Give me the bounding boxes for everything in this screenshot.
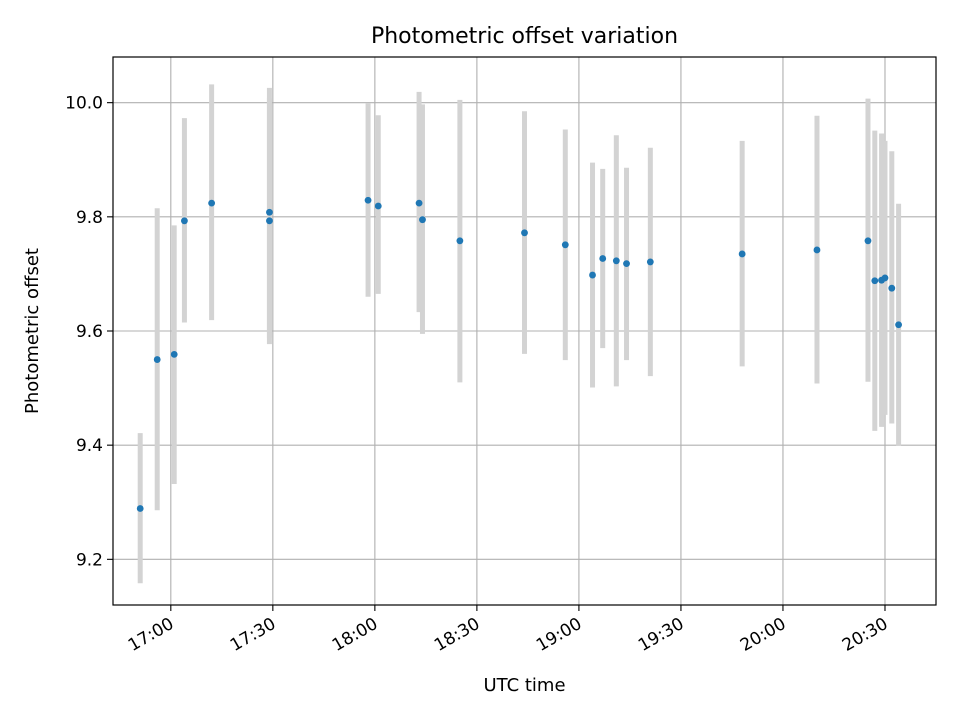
data-point — [738, 250, 746, 258]
y-tick-label: 9.2 — [76, 550, 103, 570]
data-point — [888, 284, 896, 292]
y-axis-ticks: 9.2 9.4 9.6 9.8 10.0 — [65, 94, 113, 570]
data-point — [864, 237, 872, 245]
data-point — [136, 505, 144, 512]
chart-title: Photometric offset variation — [371, 24, 678, 49]
y-tick-label: 9.8 — [76, 208, 103, 228]
data-point — [456, 237, 464, 245]
data-point — [208, 199, 216, 207]
y-tick-label: 9.6 — [76, 322, 103, 342]
data-point — [881, 274, 889, 282]
data-point — [813, 246, 821, 254]
data-point — [266, 217, 273, 225]
data-point — [871, 277, 879, 285]
data-point — [181, 217, 188, 225]
data-point — [561, 241, 569, 249]
data-point — [419, 216, 426, 224]
data-point — [895, 321, 902, 329]
data-point — [374, 202, 382, 210]
data-point — [623, 260, 630, 268]
data-point — [266, 208, 273, 216]
y-tick-label: 10.0 — [65, 94, 103, 114]
y-axis-label: Photometric offset — [22, 248, 43, 414]
data-points — [136, 196, 902, 512]
y-tick-label: 9.4 — [76, 436, 103, 456]
data-point — [170, 351, 178, 358]
data-point — [364, 196, 372, 204]
data-point — [521, 229, 528, 237]
data-point — [599, 255, 607, 262]
data-point — [612, 257, 620, 265]
data-point — [415, 199, 423, 207]
x-axis-label: UTC time — [483, 675, 565, 696]
data-point — [646, 258, 654, 266]
data-point — [153, 356, 161, 363]
data-point — [589, 271, 596, 279]
